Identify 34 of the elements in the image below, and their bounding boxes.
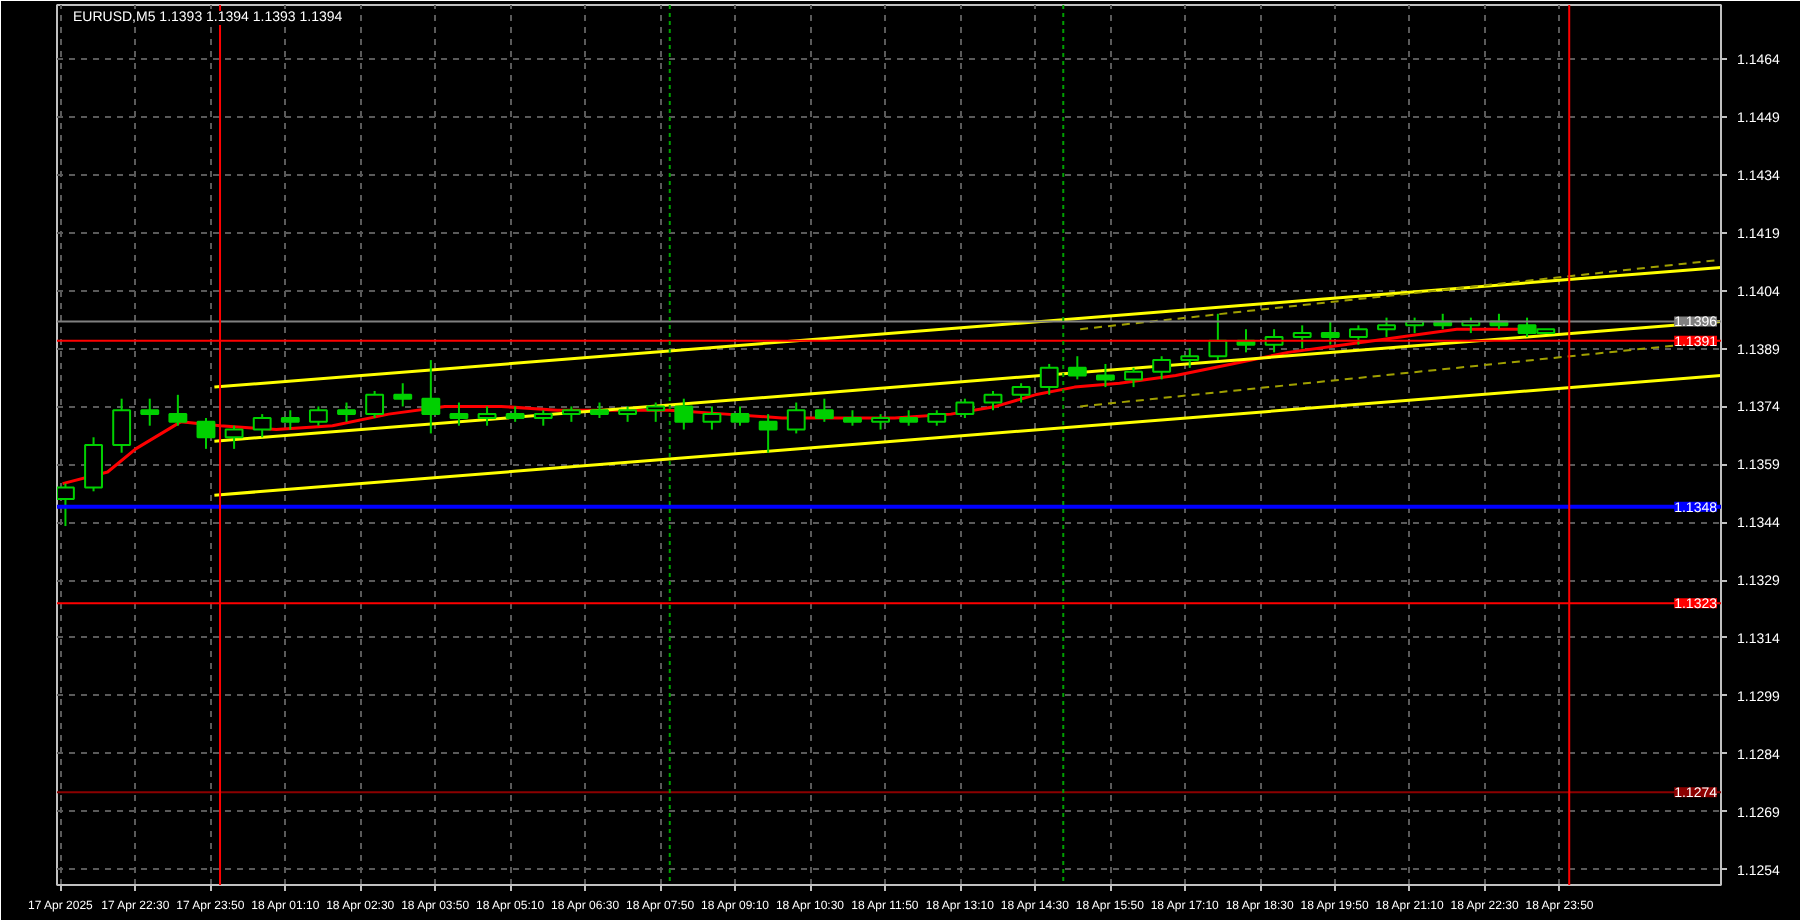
candlestick — [646, 401, 666, 423]
candlestick — [84, 436, 103, 493]
candlestick — [786, 401, 806, 435]
candlestick — [1348, 324, 1368, 346]
candlestick — [1124, 366, 1143, 389]
candlestick — [1180, 347, 1200, 369]
candlestick — [140, 397, 160, 427]
candlestick — [308, 405, 328, 427]
candlestick — [224, 424, 244, 450]
candlestick — [393, 382, 413, 408]
candlestick — [730, 405, 750, 427]
candlestick — [983, 389, 1003, 412]
candlestick — [337, 401, 356, 423]
candlestick — [449, 401, 469, 427]
candlestick — [477, 405, 497, 427]
candlestick — [955, 397, 975, 419]
candlestick — [168, 393, 188, 427]
candlestick — [1377, 316, 1396, 338]
candlestick — [1320, 320, 1340, 346]
candlestick — [421, 359, 441, 435]
candlestick — [758, 413, 778, 454]
candlestick — [280, 409, 300, 431]
candlestick — [1039, 362, 1059, 396]
candlestick — [814, 397, 834, 423]
candlestick — [365, 389, 385, 419]
candlestick — [252, 413, 272, 439]
candlestick — [1067, 355, 1087, 381]
candlestick — [702, 405, 722, 431]
candlestick — [1011, 382, 1031, 404]
candlestick — [1292, 324, 1312, 350]
candlestick — [1152, 355, 1172, 381]
candlestick — [196, 416, 216, 450]
candlestick — [112, 397, 132, 454]
candlestick — [674, 397, 694, 431]
